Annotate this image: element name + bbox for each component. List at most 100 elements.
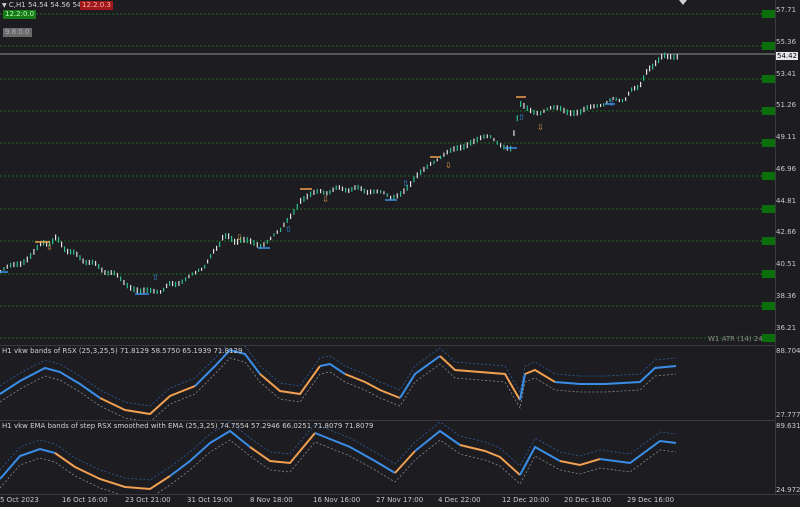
level-marker (762, 270, 775, 278)
candle (290, 213, 292, 219)
candle (104, 270, 106, 276)
candle (216, 245, 218, 251)
candle (476, 136, 478, 143)
main-price-pane[interactable]: ⇩ ⇧ ⇩ ⇧ ⇩ ⇧ ⇩ ⇧ ⇩ ⇧ ▼ C,H1 54.54 54.56 54.41 12.2… (0, 0, 784, 345)
arrow-down-icon: ⇩ (537, 123, 544, 132)
indicator1-bottom-label: 27.7778 (776, 411, 800, 419)
time-axis-label: 29 Dec 16:00 (627, 496, 675, 504)
candle (673, 54, 675, 60)
candle (30, 252, 32, 259)
candle (169, 281, 171, 286)
time-axis-label: 8 Nov 18:00 (250, 496, 293, 504)
candle (460, 144, 462, 151)
candle (393, 194, 395, 200)
candle (185, 277, 187, 282)
candle (146, 287, 148, 293)
rsx-line (259, 365, 321, 396)
time-axis-line (0, 494, 800, 495)
indicator1-pane[interactable]: H1 vkw bands of RSX (25,3,25,5) 71.8129 … (0, 346, 775, 420)
candle (67, 248, 69, 255)
candle (406, 184, 408, 191)
candle (286, 217, 288, 223)
candle (36, 244, 38, 251)
candle (76, 251, 78, 257)
candle (652, 63, 654, 70)
candle (354, 185, 356, 191)
candle (486, 134, 488, 139)
candle (503, 144, 505, 150)
candle (661, 53, 663, 60)
candle (323, 190, 325, 195)
candle (596, 104, 598, 108)
candle (540, 111, 542, 116)
price-label: 49.11 (776, 133, 797, 141)
indicator2-axis[interactable] (775, 421, 800, 494)
candle (351, 186, 353, 192)
candle (526, 105, 528, 112)
candle (6, 264, 8, 269)
candle (332, 187, 334, 192)
lower-band (0, 357, 677, 420)
time-axis-label: 16 Nov 16:00 (313, 496, 361, 504)
level-marker (762, 42, 775, 50)
candle (33, 248, 35, 255)
chart-header: ▼ C,H1 54.54 54.56 54.41 (2, 1, 93, 9)
collapse-triangle-icon[interactable]: ▼ (2, 2, 7, 9)
candle (676, 53, 678, 60)
candle (266, 239, 268, 244)
candle (303, 195, 305, 202)
candle (453, 146, 455, 152)
candle (553, 105, 555, 110)
pane-separator[interactable] (0, 345, 775, 346)
candle (667, 53, 669, 60)
pane-separator-2[interactable] (0, 420, 775, 421)
candle (153, 288, 155, 294)
indicator1-axis[interactable] (775, 346, 800, 420)
scroll-arrow-icon[interactable] (679, 0, 687, 5)
candle (658, 57, 660, 64)
candle (516, 115, 518, 122)
arrow-down-icon: ⇩ (445, 161, 452, 170)
candle (430, 161, 432, 167)
candle (416, 172, 418, 179)
candle (341, 186, 344, 192)
ema-line (559, 458, 601, 467)
indicator2-pane[interactable]: H1 vkw EMA bands of step RSX smoothed wi… (0, 421, 775, 494)
indicator2-bottom-label: 24.9723 (776, 486, 800, 494)
indicator1-canvas (0, 346, 677, 420)
candle (670, 54, 672, 60)
level-marker (762, 10, 775, 18)
candle (433, 160, 435, 165)
candle (52, 238, 54, 245)
level-marker (762, 75, 775, 83)
candle (483, 134, 485, 139)
candle (280, 227, 282, 232)
candle (130, 284, 132, 291)
rsx-line (99, 385, 196, 416)
candle (98, 263, 100, 269)
lower-band (0, 439, 677, 494)
ema-line (459, 444, 521, 476)
candle (390, 195, 392, 201)
candle (612, 96, 614, 101)
level-marker (762, 172, 775, 180)
candle (423, 166, 425, 172)
candle (649, 65, 651, 72)
candle (563, 107, 565, 114)
level-marker (762, 139, 775, 147)
time-axis-label: 4 Dec 22:00 (438, 496, 481, 504)
candle (234, 238, 236, 245)
time-axis-label: 27 Nov 17:00 (376, 496, 424, 504)
candle (143, 287, 145, 294)
indicator2-title: H1 vkw EMA bands of step RSX smoothed wi… (2, 422, 374, 430)
candle (320, 188, 322, 194)
rsx-line (0, 366, 101, 399)
candle (79, 255, 81, 261)
candle (523, 102, 525, 109)
ema-line (54, 452, 171, 491)
price-chart-canvas: ⇩ ⇧ ⇩ ⇧ ⇩ ⇧ ⇩ ⇧ ⇩ ⇧ (0, 13, 775, 339)
ema-line (0, 447, 56, 480)
candle (637, 84, 639, 91)
candle (58, 236, 60, 243)
candle (396, 193, 398, 199)
